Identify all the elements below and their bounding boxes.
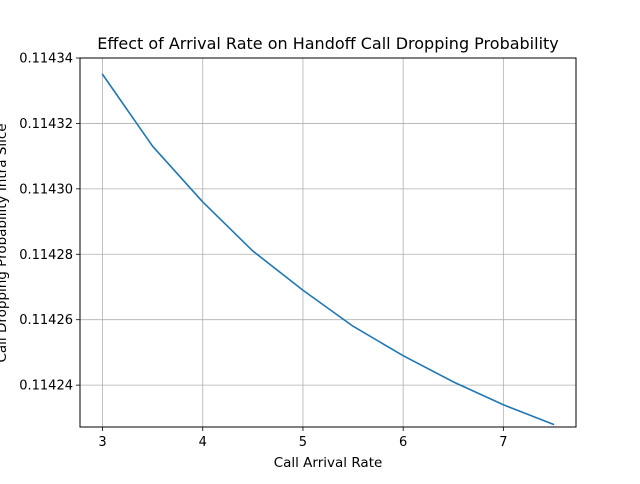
y-axis-label: Call Dropping Probability Intra Slice	[0, 123, 10, 362]
x-axis-label: Call Arrival Rate	[274, 455, 383, 471]
y-tick-label: 0.11426	[19, 313, 73, 328]
x-tick-label: 5	[299, 435, 307, 450]
x-tick-label: 7	[499, 435, 507, 450]
x-tick-label: 3	[98, 435, 106, 450]
x-tick-label: 6	[399, 435, 407, 450]
y-tick-label: 0.11430	[19, 182, 73, 197]
y-tick-label: 0.11428	[19, 248, 73, 263]
x-tick-label: 4	[199, 435, 207, 450]
y-tick-label: 0.11434	[19, 52, 73, 67]
y-tick-label: 0.11424	[19, 379, 73, 394]
chart-title: Effect of Arrival Rate on Handoff Call D…	[97, 34, 559, 53]
y-tick-label: 0.11432	[19, 117, 73, 132]
